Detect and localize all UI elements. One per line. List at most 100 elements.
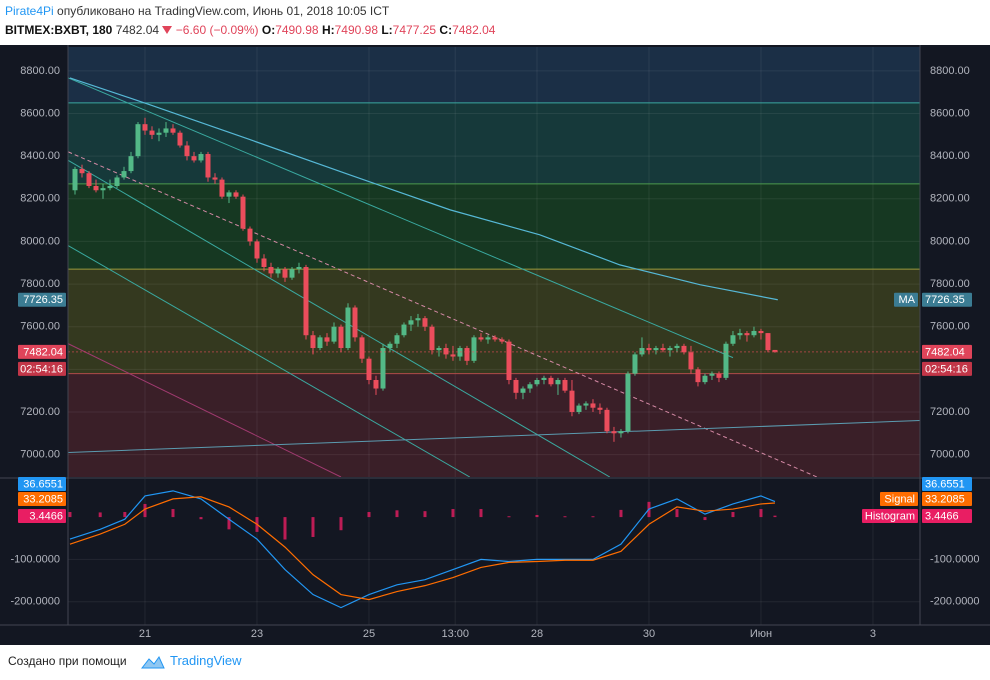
candle-body	[429, 326, 435, 351]
candle-body	[457, 348, 463, 357]
histogram-bar	[507, 516, 511, 518]
symbol-line: BITMEX:BXBT, 180 7482.04 −6.60 (−0.09%) …	[5, 23, 495, 37]
candle-body	[695, 369, 701, 383]
candle-body	[240, 196, 246, 229]
candle-body	[450, 354, 456, 357]
indicator-value-label: 36.6551	[23, 478, 63, 490]
level-band	[68, 269, 920, 374]
y-tick-label: 7200.00	[930, 406, 970, 418]
candle-body	[198, 154, 204, 161]
header: Pirate4Pi опубликовано на TradingView.co…	[0, 0, 990, 45]
histogram-bar	[479, 509, 483, 518]
last-price-label: 7482.04	[925, 346, 965, 358]
candle-body	[471, 337, 477, 361]
candle-body	[317, 337, 323, 349]
candle-body	[590, 403, 596, 408]
candle-body	[569, 390, 575, 412]
ma-name-label-box	[894, 292, 918, 307]
candle-body	[86, 173, 92, 186]
candle-body	[513, 379, 519, 393]
indicator-value-label: 33.2085	[23, 493, 63, 505]
candle-body	[688, 352, 694, 370]
candle-body	[492, 337, 498, 340]
candle-body	[289, 269, 295, 278]
candle-body	[506, 341, 512, 380]
histogram-bar	[283, 517, 287, 540]
histogram-bar	[311, 517, 315, 537]
candle-body	[436, 348, 442, 351]
candle-body	[310, 335, 316, 349]
ohlc-value: 7490.98	[334, 23, 378, 37]
histogram-bar	[68, 512, 72, 518]
symbol: BITMEX:BXBT, 180	[5, 23, 113, 37]
level-band	[68, 102, 920, 184]
candle-body	[296, 267, 302, 270]
footer: Создано при помощи TradingView	[0, 645, 990, 680]
candle-body	[268, 267, 274, 274]
candle-body	[156, 132, 162, 135]
candle-body	[709, 373, 715, 376]
y-tick-label: 7600.00	[930, 321, 970, 333]
author[interactable]: Pirate4Pi	[5, 4, 54, 18]
x-tick-label: 21	[139, 628, 151, 640]
indicator-value-label-box	[922, 509, 972, 523]
trend-line	[68, 77, 734, 359]
candle-body	[597, 407, 603, 410]
candle-body	[772, 349, 778, 352]
y-tick-label: 8200.00	[930, 193, 970, 205]
x-tick-label: Июн	[750, 628, 772, 640]
candle-body	[303, 267, 309, 336]
x-tick-label: 25	[363, 628, 375, 640]
indicator-value-label-box	[18, 492, 66, 506]
candle-body	[149, 130, 155, 135]
ohlc-value: 7477.25	[392, 23, 437, 37]
histogram-bar	[563, 516, 567, 518]
candle-body	[646, 348, 652, 351]
candle-body	[359, 337, 365, 359]
candle-body	[499, 339, 505, 342]
y-tick-label: 8000.00	[20, 235, 60, 247]
level-band	[68, 183, 920, 270]
candle-body	[93, 185, 99, 191]
x-tick-label: 3	[870, 628, 876, 640]
y-tick-label: 8400.00	[930, 150, 970, 162]
candle-body	[730, 335, 736, 344]
indicator-value-label-box	[922, 492, 972, 506]
y-tick-label: 7600.00	[20, 321, 60, 333]
footer-brand[interactable]: TradingView	[170, 653, 242, 668]
price: 7482.04	[115, 23, 160, 37]
histogram-bar	[339, 517, 343, 531]
legend-entry: Histogram	[865, 510, 915, 522]
candle-body	[324, 337, 330, 342]
ohlc-label: L:	[381, 23, 393, 37]
histogram-bar	[451, 509, 455, 518]
candle-body	[674, 345, 680, 349]
change: −6.60 (−0.09%)	[175, 23, 259, 37]
histogram-bar	[535, 514, 539, 518]
histogram-bar	[619, 509, 623, 518]
candle-body	[247, 228, 253, 242]
trend-line	[68, 245, 471, 477]
candle-body	[562, 379, 568, 391]
candle-body	[625, 373, 631, 432]
candle-body	[520, 388, 526, 393]
indicator-value-label: 3.4466	[925, 510, 959, 522]
footer-text: Создано при помощи	[8, 654, 127, 668]
candle-body	[72, 168, 78, 191]
last-price-label-box	[18, 344, 66, 359]
candle-body	[380, 348, 386, 389]
candle-body	[331, 326, 337, 342]
y-tick-label: -200.0000	[10, 596, 60, 608]
candle-body	[401, 324, 407, 336]
candle-body	[534, 379, 540, 385]
candle-body	[128, 156, 134, 172]
candle-body	[639, 348, 645, 355]
legend-entry-box	[880, 492, 918, 506]
legend-entry: Signal	[884, 493, 915, 505]
y-tick-label: 8000.00	[930, 235, 970, 247]
candle-body	[177, 132, 183, 146]
indicator-value-label-box	[18, 477, 66, 491]
candle-body	[338, 326, 344, 349]
ma-value-label: 7726.35	[925, 294, 965, 306]
last-price-label: 7482.04	[23, 346, 63, 358]
